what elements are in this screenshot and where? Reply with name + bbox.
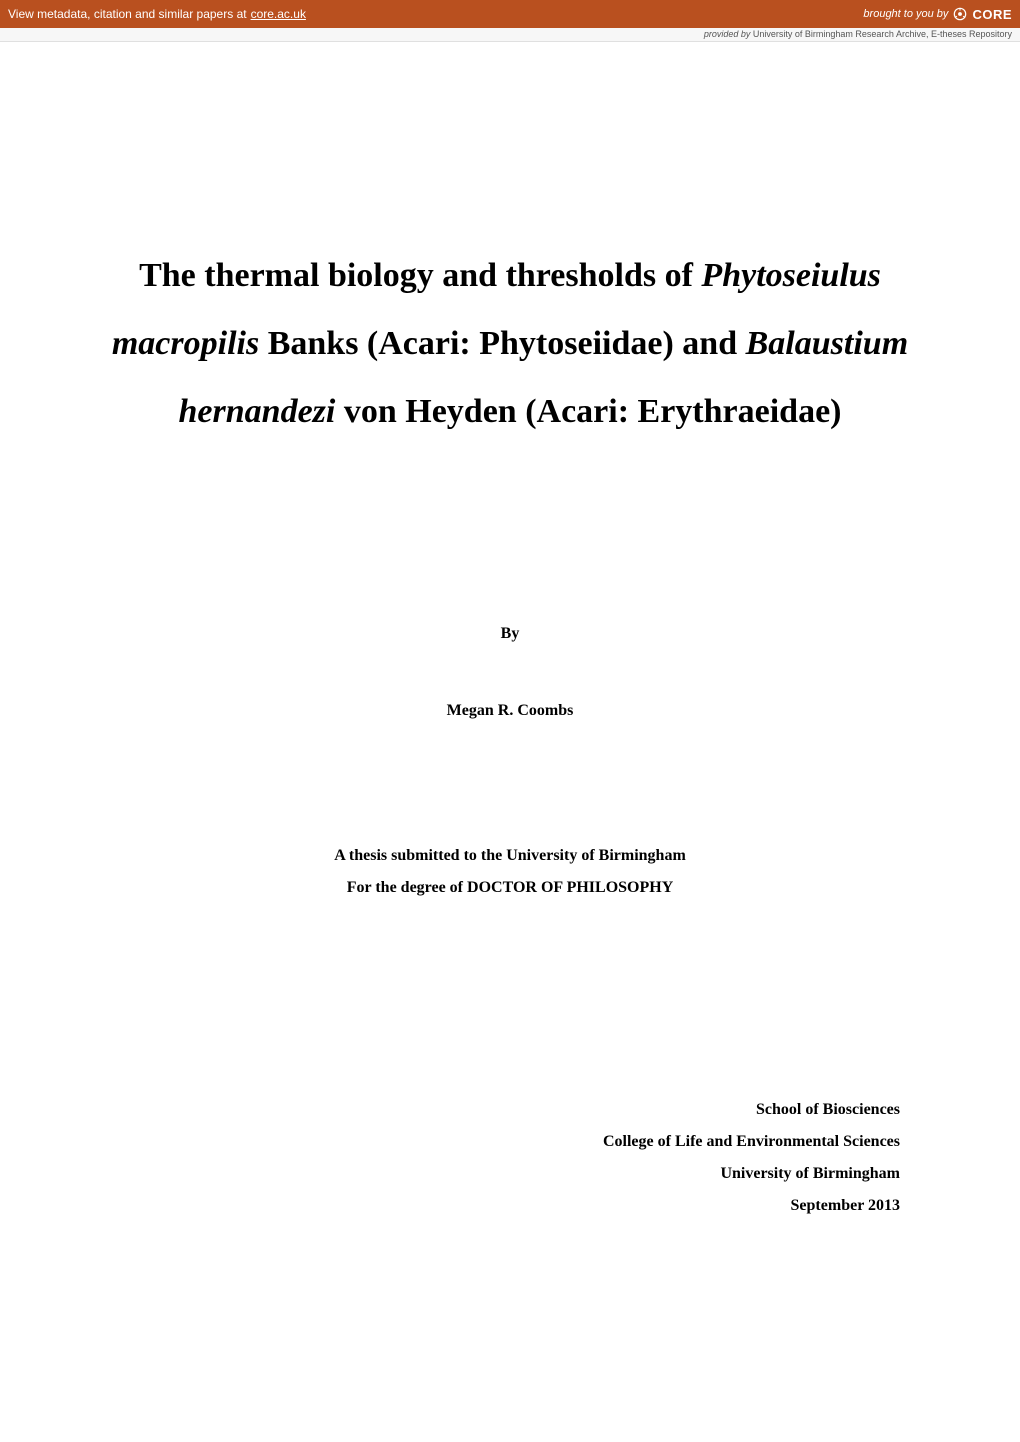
affiliation-school: School of Biosciences [110,1094,900,1126]
provider-subbar: provided by University of Birmingham Res… [0,28,1020,42]
affiliation-date: September 2013 [110,1190,900,1222]
affiliation-college: College of Life and Environmental Scienc… [110,1126,900,1158]
by-label: By [110,621,910,647]
title-segment-2: Banks (Acari: Phytoseiidae) and [259,325,745,362]
topbar-left-prefix: View metadata, citation and similar pape… [8,7,247,21]
title-segment-4: von Heyden (Acari: Erythraeidae) [335,393,841,430]
submission-line-1: A thesis submitted to the University of … [110,840,910,872]
topbar-left: View metadata, citation and similar pape… [8,7,306,21]
core-logo-icon [952,6,968,22]
provider-name: University of Birmingham Research Archiv… [753,29,1012,39]
provider-prefix: provided by [704,29,753,39]
affiliation-university: University of Birmingham [110,1158,900,1190]
topbar-right: brought to you by CORE [863,6,1012,22]
document-page: The thermal biology and thresholds of Ph… [0,42,1020,1222]
affiliation-block: School of Biosciences College of Life an… [110,1094,910,1222]
submission-block: A thesis submitted to the University of … [110,840,910,904]
topbar-right-prefix: brought to you by [863,8,948,20]
document-title: The thermal biology and thresholds of Ph… [110,242,910,446]
core-link[interactable]: core.ac.uk [251,7,306,21]
author-name: Megan R. Coombs [110,702,910,720]
core-brand-label: CORE [972,7,1012,22]
title-segment-0: The thermal biology and thresholds of [139,257,701,294]
submission-line-2: For the degree of DOCTOR OF PHILOSOPHY [110,872,910,904]
core-topbar: View metadata, citation and similar pape… [0,0,1020,28]
